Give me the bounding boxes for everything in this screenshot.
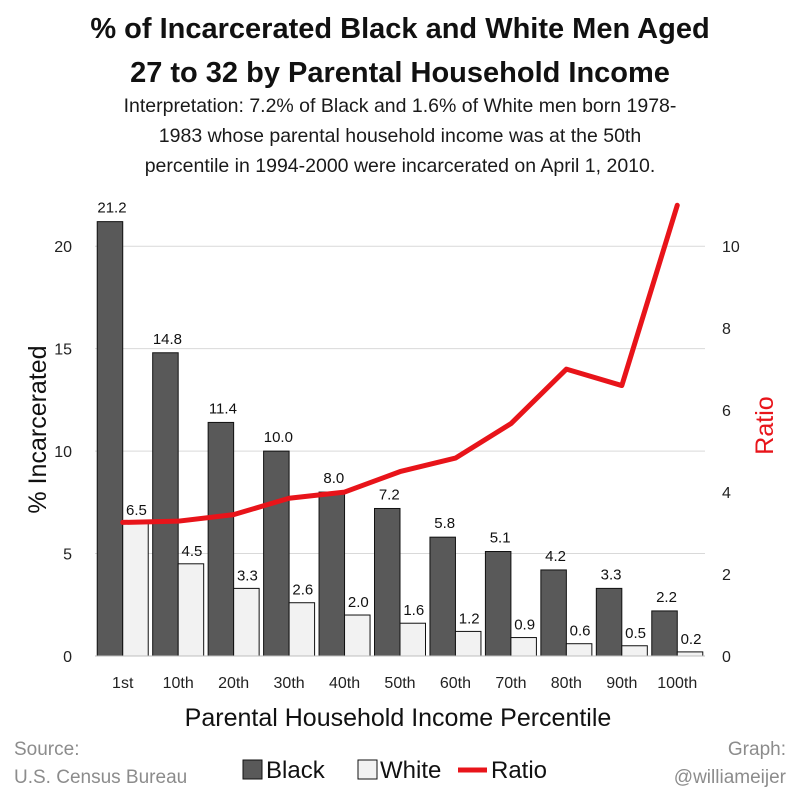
- source-label: Source:: [14, 739, 80, 760]
- bar-black: [429, 536, 456, 657]
- data-label-white: 0.5: [625, 625, 646, 642]
- x-tick-label: 50th: [384, 675, 415, 692]
- bar-white: [177, 563, 205, 657]
- x-tick-label: 20th: [218, 675, 249, 692]
- x-tick-label: 10th: [163, 675, 194, 692]
- legend-swatch-black: [242, 759, 263, 780]
- data-label-black: 7.2: [379, 486, 400, 503]
- y2-tick-label: 0: [722, 649, 731, 666]
- data-label-black: 10.0: [264, 429, 293, 446]
- x-tick-label: 70th: [495, 675, 526, 692]
- source-value: U.S. Census Bureau: [14, 767, 188, 788]
- graph-credit-handle: @williameijer: [673, 767, 786, 788]
- data-label-black: 11.4: [209, 400, 237, 417]
- gridlines: [95, 245, 705, 555]
- bar-black: [374, 507, 401, 657]
- bar-black: [540, 569, 567, 657]
- bar-white: [510, 637, 537, 657]
- data-label-white: 4.5: [182, 543, 203, 560]
- data-label-black: 5.8: [434, 515, 455, 532]
- chart-title-line-2: 27 to 32 by Parental Household Income: [130, 57, 670, 89]
- bar-black: [96, 221, 124, 657]
- legend-swatch-white: [357, 759, 378, 780]
- data-label-white: 1.2: [459, 610, 480, 627]
- y-tick-label: 10: [54, 444, 72, 461]
- data-label-white: 6.5: [126, 502, 147, 519]
- data-label-black: 8.0: [323, 470, 344, 487]
- bar-black: [484, 551, 512, 657]
- legend-label-black: Black: [266, 757, 326, 784]
- bar-black: [152, 352, 179, 657]
- axes: 0 5 10 15 20 0 2 4 6 8 10 1st 10th 20th 30th 40th 50th 60…: [24, 239, 779, 732]
- subtitle-line-3: percentile in 1994-2000 were incarcerate…: [144, 155, 656, 177]
- x-tick-label: 80th: [551, 675, 582, 692]
- bar-black: [595, 587, 623, 657]
- data-label-white: 3.3: [237, 567, 258, 584]
- data-label-black: 21.2: [97, 200, 126, 217]
- data-labels: 21.2 6.5 14.8 4.5 11.4 3.3 10.0 2.6 8.0 2.0 7.2 1.6…: [97, 200, 701, 648]
- y-tick-label: 15: [54, 342, 72, 359]
- data-label-white: 2.6: [292, 582, 313, 599]
- data-label-white: 1.6: [403, 602, 424, 619]
- bar-white: [288, 602, 316, 657]
- x-tick-label: 1st: [112, 675, 134, 692]
- subtitle-line-2: 1983 whose parental household income was…: [158, 125, 642, 147]
- data-label-black: 3.3: [601, 566, 622, 583]
- bar-black: [651, 610, 678, 657]
- data-label-black: 2.2: [656, 589, 677, 606]
- data-label-black: 4.2: [545, 548, 566, 565]
- x-tick-label: 30th: [274, 675, 305, 692]
- y-axis-title: % Incarcerated: [24, 345, 52, 513]
- graph-credit-label: Graph:: [727, 739, 786, 760]
- x-axis-title: Parental Household Income Percentile: [185, 704, 612, 732]
- y-tick-label: 0: [63, 649, 72, 666]
- chart-title-line-1: % of Incarcerated Black and White Men Ag…: [90, 13, 710, 45]
- bar-black: [207, 421, 235, 657]
- data-label-white: 2.0: [348, 594, 369, 611]
- x-tick-label: 40th: [329, 675, 360, 692]
- data-label-black: 5.1: [490, 530, 511, 547]
- bar-white: [621, 645, 648, 657]
- bars: [96, 221, 704, 657]
- bar-white: [454, 630, 482, 657]
- ratio-line: [120, 202, 680, 525]
- y2-tick-label: 8: [722, 321, 731, 338]
- y2-tick-label: 4: [722, 485, 731, 502]
- data-label-white: 0.2: [681, 631, 702, 648]
- x-tick-label: 60th: [440, 675, 471, 692]
- y2-tick-label: 10: [722, 239, 740, 256]
- data-label-white: 0.6: [570, 623, 591, 640]
- legend-label-white: White: [380, 757, 441, 784]
- y2-axis-title: Ratio: [751, 396, 779, 454]
- y-tick-label: 5: [63, 547, 72, 564]
- legend: Black White Ratio: [242, 757, 547, 784]
- data-label-white: 0.9: [514, 617, 535, 634]
- bar-black: [263, 450, 290, 657]
- legend-label-ratio: Ratio: [491, 757, 547, 784]
- bar-white: [344, 614, 371, 657]
- x-tick-label: 100th: [657, 675, 697, 692]
- data-label-black: 14.8: [153, 331, 182, 348]
- bar-white: [399, 622, 426, 657]
- bar-white: [233, 587, 260, 657]
- y2-tick-label: 6: [722, 403, 731, 420]
- bar-white: [565, 643, 593, 657]
- y-tick-label: 20: [54, 239, 72, 256]
- bar-black: [318, 491, 346, 657]
- bar-white: [122, 522, 149, 657]
- ratio-line-layer: [120, 202, 680, 525]
- x-tick-label: 90th: [606, 675, 637, 692]
- subtitle-line-1: Interpretation: 7.2% of Black and 1.6% o…: [123, 95, 677, 117]
- bar-white: [676, 651, 704, 657]
- y2-tick-label: 2: [722, 567, 731, 584]
